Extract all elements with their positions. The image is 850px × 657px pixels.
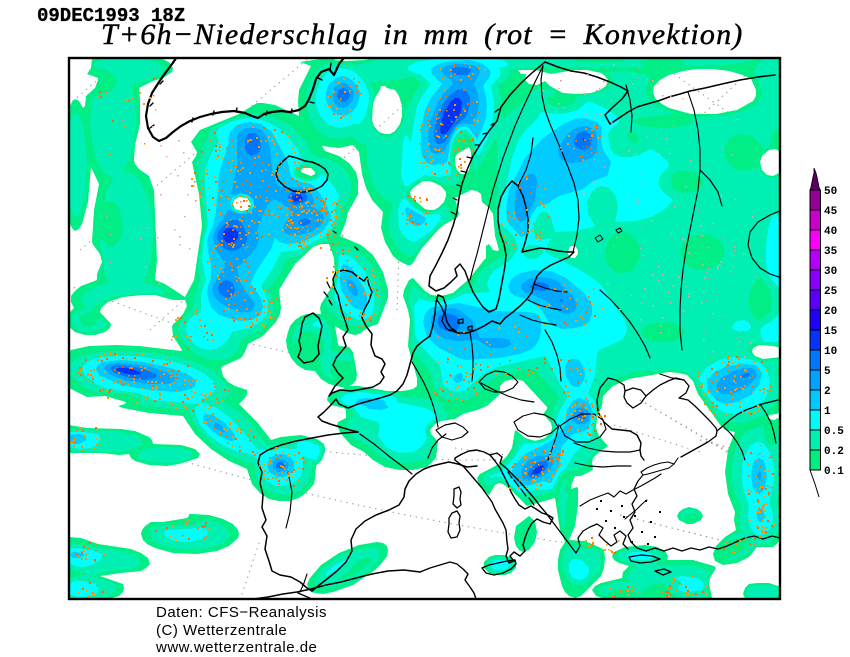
svg-text:0.1: 0.1	[824, 466, 844, 478]
svg-text:40: 40	[824, 226, 837, 238]
svg-text:5: 5	[824, 366, 831, 378]
svg-text:15: 15	[824, 326, 838, 338]
svg-text:0.2: 0.2	[824, 446, 844, 458]
svg-text:45: 45	[824, 206, 838, 218]
svg-text:1: 1	[824, 406, 831, 418]
svg-text:2: 2	[824, 386, 831, 398]
svg-text:20: 20	[824, 306, 837, 318]
svg-text:50: 50	[824, 186, 837, 198]
svg-text:25: 25	[824, 286, 838, 298]
svg-text:35: 35	[824, 246, 838, 258]
svg-text:30: 30	[824, 266, 837, 278]
svg-text:0.5: 0.5	[824, 426, 844, 438]
svg-text:10: 10	[824, 346, 837, 358]
